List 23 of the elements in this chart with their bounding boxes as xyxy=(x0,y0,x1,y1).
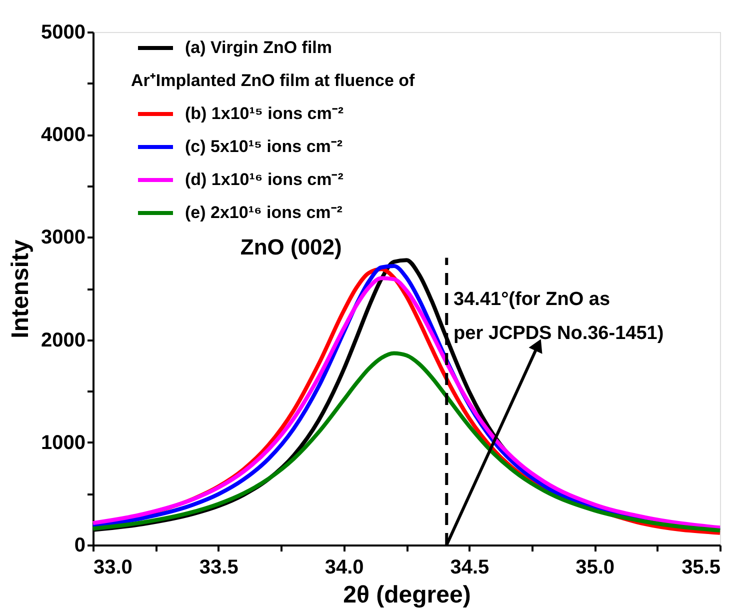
x-tick-label: 35.5 xyxy=(682,556,720,578)
x-axis-title: 2θ (degree) xyxy=(343,582,471,608)
x-tick-label: 33.5 xyxy=(199,556,238,578)
y-tick-label: 5000 xyxy=(41,22,86,44)
x-tick-label: 34.0 xyxy=(324,556,364,578)
y-tick-label: 0 xyxy=(74,534,86,556)
legend-label: (a) Virgin ZnO film xyxy=(185,38,332,57)
x-tick-label: 33.0 xyxy=(94,556,132,578)
x-tick-label: 35.0 xyxy=(576,556,615,578)
y-tick-label: 4000 xyxy=(41,124,86,146)
legend-title: Ar⁺Implanted ZnO film at fluence of xyxy=(131,71,416,90)
y-tick-label: 2000 xyxy=(41,329,86,352)
y-axis-title: Intensity xyxy=(7,239,34,338)
annotation: 34.41°(for ZnO as per JCPDS No.36-1451) xyxy=(454,288,664,344)
legend-label: (d) 1x10¹⁶ ions cm⁻² xyxy=(185,170,344,189)
legend-label: (e) 2x10¹⁶ ions cm⁻² xyxy=(185,203,343,222)
line-series xyxy=(91,351,722,532)
annotation: ZnO (002) xyxy=(240,234,342,260)
y-tick-label: 3000 xyxy=(41,226,86,249)
y-tick-label: 1000 xyxy=(41,432,86,454)
legend-label: (b) 1x10¹⁵ ions cm⁻² xyxy=(185,104,344,123)
x-tick-label: 34.5 xyxy=(450,556,490,578)
legend-label: (c) 5x10¹⁵ ions cm⁻² xyxy=(185,137,343,156)
